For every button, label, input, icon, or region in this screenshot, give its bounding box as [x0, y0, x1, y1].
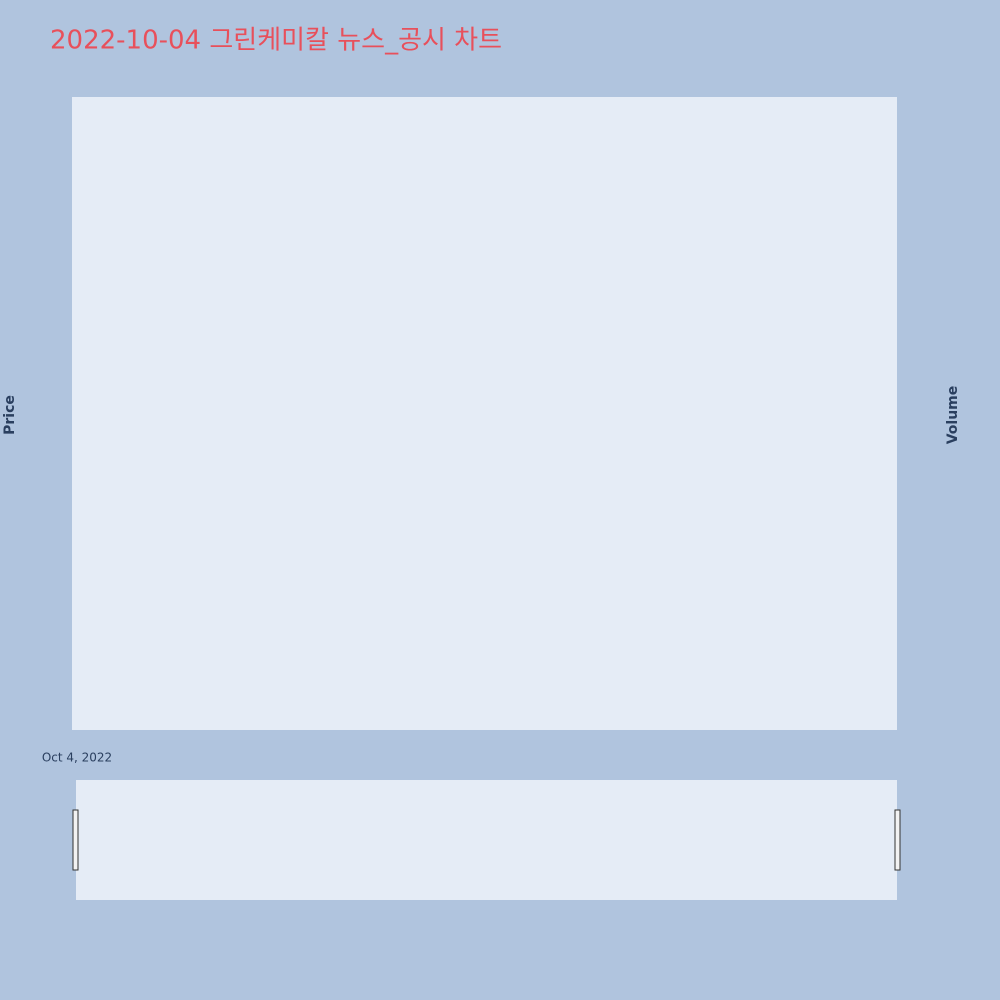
chart-title: 2022-10-04 그린케미칼 뉴스_공시 차트: [50, 26, 502, 56]
plot-area: [72, 97, 897, 730]
y2-axis-title: Volume: [945, 386, 961, 445]
range-handle[interactable]: [894, 809, 901, 871]
range-handle[interactable]: [72, 809, 79, 871]
y-axis-title: Price: [2, 395, 18, 435]
x-date-label: Oct 4, 2022: [42, 751, 112, 765]
range-slider[interactable]: [76, 780, 897, 900]
